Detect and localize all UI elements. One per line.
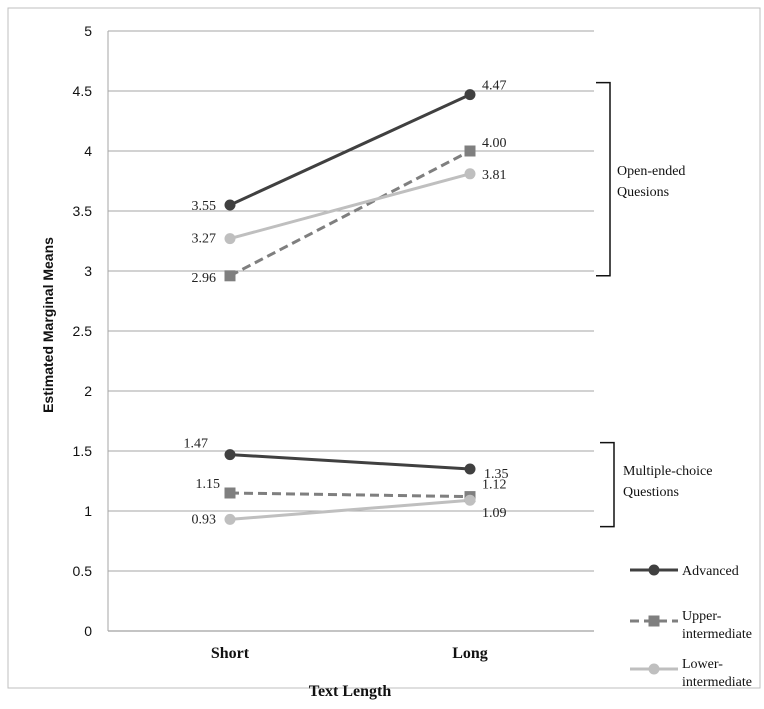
y-tick-label: 3.5: [73, 203, 93, 219]
y-tick-label: 1.5: [73, 443, 93, 459]
y-tick-label: 2: [84, 383, 92, 399]
annotation-text: Open-ended: [617, 164, 685, 179]
data-label: 1.35: [484, 467, 509, 482]
legend: Advanced Upper-intermediate Lower-intermed…: [630, 564, 752, 690]
data-point: [464, 145, 476, 157]
x-tick-label: Long: [452, 645, 488, 662]
data-label: 3.55: [192, 199, 217, 214]
x-tick-labels: Short Long: [211, 645, 488, 662]
series-line: [229, 172, 471, 241]
annotation-text: Questions: [623, 485, 679, 500]
data-label: 1.12: [482, 478, 507, 493]
y-tick-label: 3: [84, 263, 92, 279]
legend-label: intermediate: [682, 675, 752, 690]
legend-marker: [648, 564, 660, 576]
data-point: [224, 270, 236, 282]
bracket: [596, 81, 611, 277]
y-tick-label: 1: [84, 503, 92, 519]
data-label: 3.27: [192, 232, 217, 247]
annotation-text: Multiple-choice: [623, 464, 712, 479]
bracket: [600, 441, 615, 528]
x-tick-label: Short: [211, 645, 250, 662]
series-line: [229, 149, 471, 278]
y-tick-label: 4: [84, 143, 92, 159]
data-label: 0.93: [192, 512, 217, 527]
data-point: [464, 89, 476, 101]
data-point: [464, 168, 476, 180]
chart-frame: [7, 7, 761, 689]
series-line: [229, 498, 471, 521]
data-label: 1.15: [196, 477, 221, 492]
grid: [107, 30, 594, 632]
data-label: 4.00: [482, 136, 507, 151]
legend-label: Lower-: [682, 657, 723, 672]
series-line: [229, 491, 471, 499]
data-point: [464, 494, 476, 506]
legend-marker: [648, 615, 660, 627]
y-tick-label: 0.5: [73, 563, 93, 579]
y-tick-label: 0: [84, 623, 92, 639]
annotations: Open-ended Quesions Multiple-choice Questio…: [596, 81, 712, 528]
data-point: [224, 513, 236, 525]
y-tick-label: 2.5: [73, 323, 93, 339]
legend-label: Advanced: [682, 564, 739, 579]
data-label: 1.47: [184, 437, 209, 452]
y-axis-title: Estimated Marginal Means: [40, 237, 56, 413]
data-point: [224, 199, 236, 211]
y-tick-label: 5: [84, 23, 92, 39]
x-axis-title: Text Length: [309, 683, 392, 700]
data-labels: 3.55 4.47 2.96 4.00 3.27 3.81 1.47 1.35 1.15 1.12…: [184, 79, 509, 528]
annotation-text: Quesions: [617, 185, 669, 200]
data-point: [224, 487, 236, 499]
series-line: [229, 93, 471, 207]
data-label: 3.81: [482, 168, 507, 183]
legend-label: intermediate: [682, 627, 752, 642]
data-point: [464, 463, 476, 475]
y-tick-label: 4.5: [73, 83, 93, 99]
data-label: 1.09: [482, 506, 507, 521]
data-point: [224, 449, 236, 461]
data-label: 2.96: [192, 271, 217, 286]
data-label: 4.47: [482, 79, 507, 94]
legend-marker: [648, 663, 660, 675]
y-tick-labels: 0 0.5 1 1.5 2 2.5 3 3.5 4 4.5 5: [73, 23, 93, 639]
series-points: [224, 89, 476, 525]
series-line: [229, 453, 471, 471]
legend-label: Upper-: [682, 609, 722, 624]
series-lines: [229, 93, 471, 521]
data-point: [224, 233, 236, 245]
